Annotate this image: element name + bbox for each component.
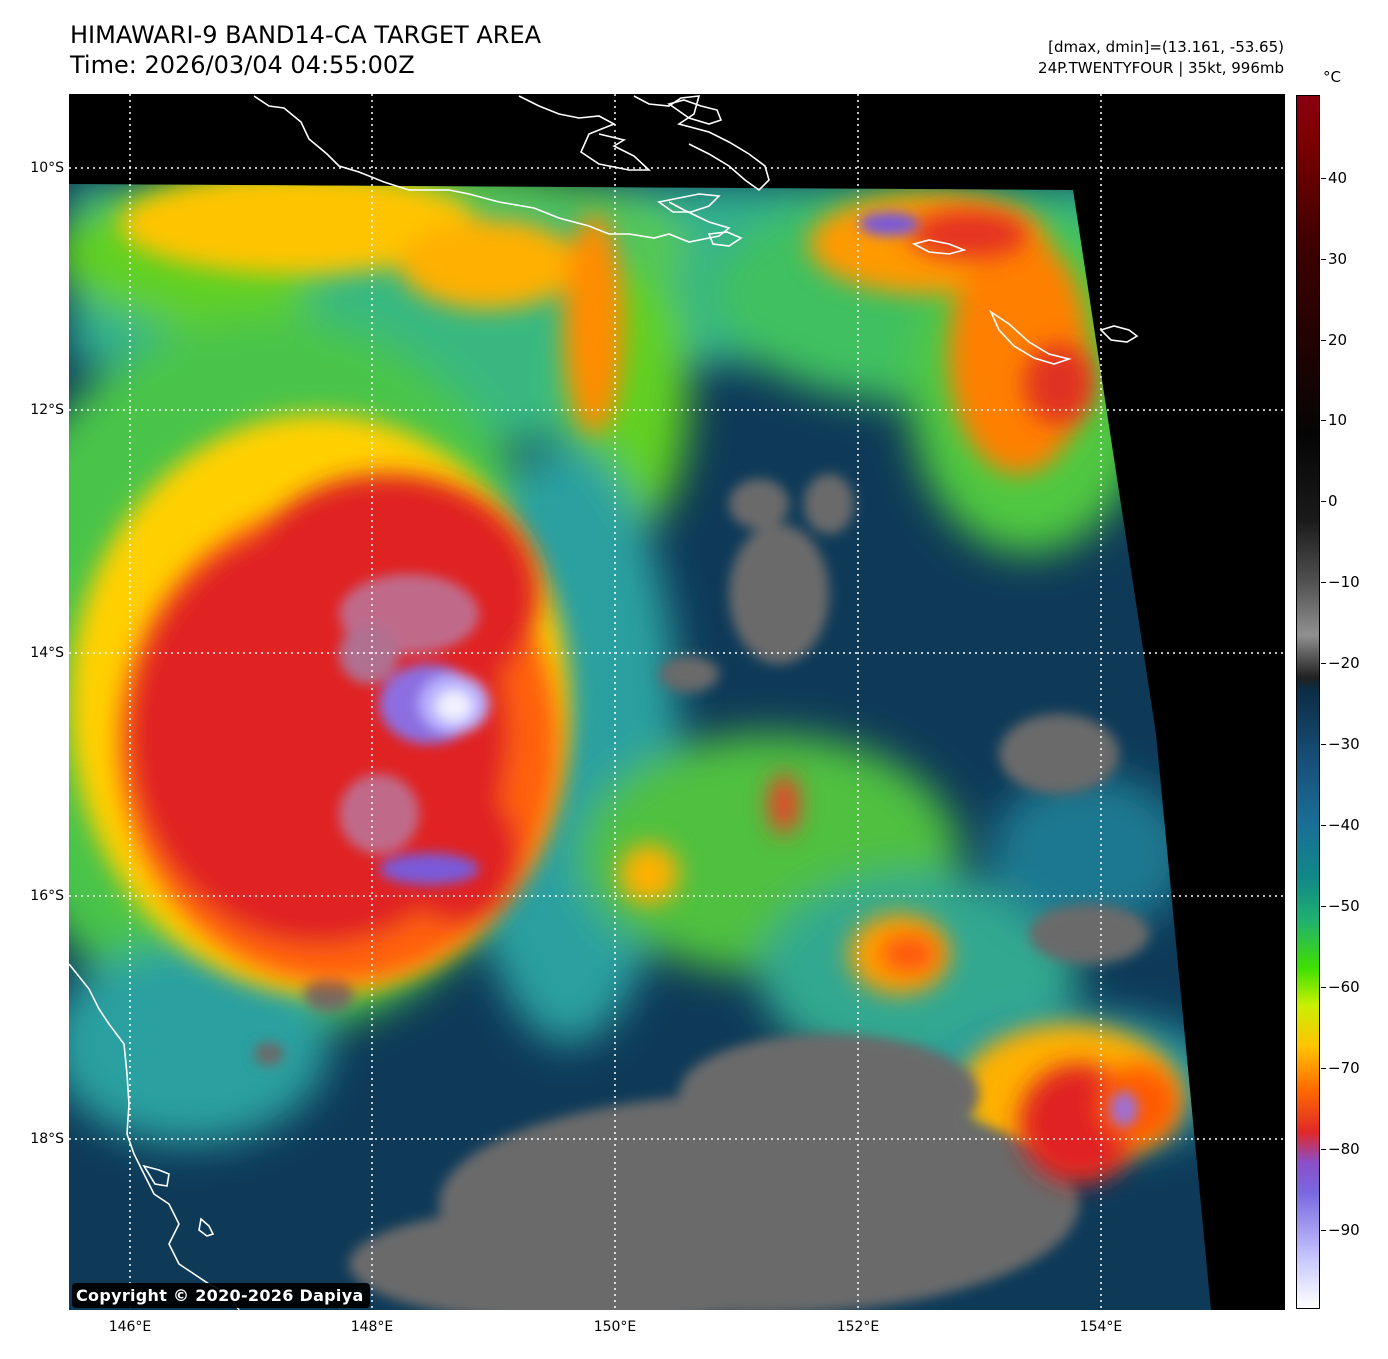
- coastlines: [69, 95, 1139, 1310]
- colorbar-tick-label: −10: [1328, 573, 1360, 591]
- time-label: Time: 2026/03/04 04:55:00Z: [70, 51, 415, 79]
- lat-label: 10°S: [30, 160, 64, 176]
- colorbar-tick: [1321, 501, 1326, 502]
- colorbar-tick-label: −80: [1328, 1140, 1360, 1158]
- colorbar-tick: [1321, 1068, 1326, 1069]
- lon-label: 150°E: [593, 1319, 637, 1335]
- imagery-swath: [69, 184, 1211, 1310]
- colorbar-unit: °C: [1323, 68, 1341, 86]
- colorbar-tick: [1321, 744, 1326, 745]
- colorbar-tick-label: −60: [1328, 978, 1360, 996]
- lat-label: 12°S: [30, 402, 64, 418]
- colorbar-tick: [1321, 582, 1326, 583]
- colorbar-tick: [1321, 1149, 1326, 1150]
- infrared-imagery: [69, 94, 1285, 1310]
- colorbar-tick-label: −20: [1328, 654, 1360, 672]
- colorbar-tick-label: −40: [1328, 816, 1360, 834]
- colorbar-tick: [1321, 340, 1326, 341]
- colorbar-tick-label: −90: [1328, 1221, 1360, 1239]
- colorbar-tick: [1321, 906, 1326, 907]
- colorbar-tick: [1321, 420, 1326, 421]
- colorbar-tick: [1321, 663, 1326, 664]
- lat-label: 16°S: [30, 888, 64, 904]
- colorbar-tick-label: −50: [1328, 897, 1360, 915]
- colorbar-tick: [1321, 259, 1326, 260]
- lat-label: 18°S: [30, 1131, 64, 1147]
- colorbar-tick-label: 10: [1328, 411, 1348, 429]
- dmax-dmin-label: [dmax, dmin]=(13.161, -53.65): [1048, 38, 1284, 56]
- colorbar-tick-label: 20: [1328, 331, 1348, 349]
- lon-label: 148°E: [350, 1319, 394, 1335]
- graticule: [69, 94, 1285, 1310]
- colorbar-tick-label: −30: [1328, 735, 1360, 753]
- colorbar-tick-label: 40: [1328, 169, 1348, 187]
- satellite-image: Copyright © 2020-2026 Dapiya: [69, 94, 1285, 1310]
- copyright-label: Copyright © 2020-2026 Dapiya: [72, 1283, 370, 1308]
- storm-label: 24P.TWENTYFOUR | 35kt, 996mb: [1038, 59, 1284, 77]
- colorbar-tick: [1321, 178, 1326, 179]
- colorbar-tick: [1321, 1230, 1326, 1231]
- chart-title: HIMAWARI-9 BAND14-CA TARGET AREA: [70, 21, 542, 49]
- lat-label: 14°S: [30, 645, 64, 661]
- lon-label: 154°E: [1079, 1319, 1123, 1335]
- colorbar-tick-label: −70: [1328, 1059, 1360, 1077]
- lon-label: 152°E: [836, 1319, 880, 1335]
- colorbar-tick: [1321, 825, 1326, 826]
- colorbar-tick-label: 30: [1328, 250, 1348, 268]
- lon-label: 146°E: [108, 1319, 152, 1335]
- colorbar-tick-label: 0: [1328, 492, 1338, 510]
- colorbar: [1296, 95, 1320, 1309]
- colorbar-tick: [1321, 987, 1326, 988]
